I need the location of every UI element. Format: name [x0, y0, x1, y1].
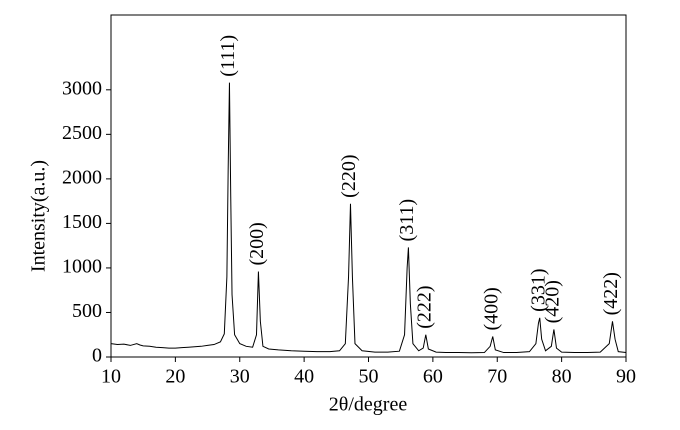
peak-label: (200) [246, 222, 268, 265]
peak-label: (111) [217, 35, 239, 77]
y-tick-label: 500 [72, 300, 102, 322]
peak-label: (311) [396, 199, 418, 242]
peak-label: (420) [541, 280, 563, 323]
peak-label: (222) [413, 285, 435, 328]
peak-label: (220) [338, 154, 360, 197]
peak-label: (400) [480, 287, 502, 330]
y-axis-label: Intensity(a.u.) [28, 160, 50, 272]
y-tick-label: 1000 [62, 256, 102, 278]
y-tick-label: 2500 [62, 122, 102, 144]
x-tick-label: 80 [552, 366, 572, 388]
x-tick-label: 10 [101, 366, 121, 388]
x-tick-label: 60 [423, 366, 443, 388]
peak-label: (331) [527, 268, 549, 311]
x-tick-label: 70 [487, 366, 507, 388]
y-tick-label: 3000 [62, 77, 102, 99]
y-tick-label: 0 [92, 345, 102, 367]
x-axis-label: 2θ/degree [329, 394, 408, 416]
x-tick-label: 50 [359, 366, 379, 388]
x-tick-label: 30 [230, 366, 250, 388]
data-line [110, 82, 627, 354]
y-tick-label: 2000 [62, 166, 102, 188]
x-tick-label: 90 [616, 366, 636, 388]
x-tick-label: 20 [165, 366, 185, 388]
peak-label: (422) [600, 272, 622, 315]
y-tick-label: 1500 [62, 211, 102, 233]
x-tick-label: 40 [294, 366, 314, 388]
